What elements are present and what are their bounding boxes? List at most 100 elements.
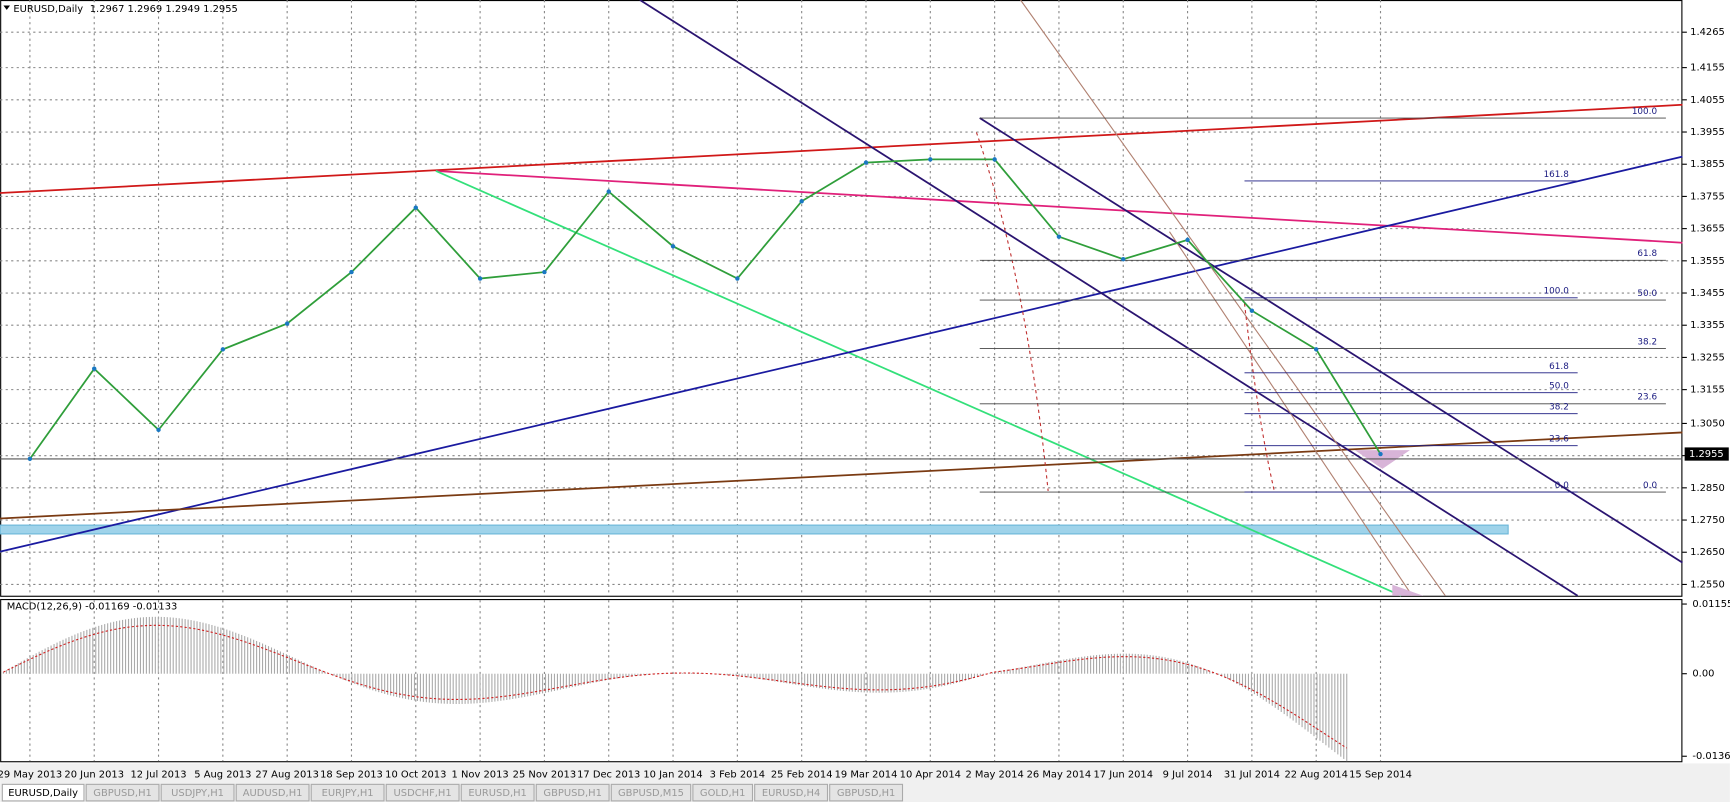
price-point <box>863 160 869 165</box>
fib-label: 38.2 <box>1637 337 1657 347</box>
x-tick-label: 15 Sep 2014 <box>1349 769 1412 780</box>
y-tick-label: 1.3755 <box>1690 191 1725 202</box>
y-tick-label: 1.3455 <box>1690 288 1725 299</box>
y-tick-label: 1.3155 <box>1690 385 1725 396</box>
channel-line <box>1020 0 1446 597</box>
fib-label: 100.0 <box>1632 107 1658 117</box>
macd-tick-label: 0.01155 <box>1692 599 1730 610</box>
macd-tick-label: -0.01368 <box>1692 751 1730 762</box>
price-point <box>1185 237 1190 243</box>
y-tick-label: 1.2750 <box>1690 515 1725 526</box>
tab-label[interactable]: AUDUSD,H1 <box>243 788 303 799</box>
x-tick-label: 31 Jul 2014 <box>1224 769 1280 780</box>
tab[interactable] <box>829 783 904 802</box>
tab[interactable] <box>610 783 692 802</box>
price-point <box>284 321 290 326</box>
channel-line <box>639 0 1579 597</box>
y-tick-label: 1.3655 <box>1690 224 1725 235</box>
price-point <box>1378 451 1383 457</box>
main-frame <box>0 0 1683 597</box>
x-tick-label: 29 May 2013 <box>0 769 62 780</box>
x-tick-label: 25 Feb 2014 <box>771 769 833 780</box>
macd-tick-label: 0.00 <box>1692 669 1714 680</box>
x-tick-label: 17 Jun 2014 <box>1093 769 1153 780</box>
x-tick-label: 22 Aug 2014 <box>1284 769 1347 780</box>
price-line <box>29 158 1382 460</box>
tab[interactable] <box>535 783 610 802</box>
arc <box>1243 303 1275 492</box>
y-tick-label: 1.4055 <box>1690 95 1725 106</box>
x-tick-label: 5 Aug 2013 <box>194 769 251 780</box>
y-tick-label: 1.3855 <box>1690 159 1725 170</box>
symbol: EURUSD,Daily <box>13 4 83 15</box>
fib-label: 161.8 <box>1544 170 1569 180</box>
price-label: 1.2955 <box>1689 449 1724 460</box>
tab[interactable] <box>310 783 385 802</box>
price-point <box>928 157 933 162</box>
price-point <box>670 244 676 249</box>
trendline <box>0 431 1683 520</box>
x-tick-label: 1 Nov 2013 <box>452 769 509 780</box>
macd-signal <box>3 624 1348 749</box>
fib-label: 50.0 <box>1549 382 1569 392</box>
tab-label[interactable]: EURUSD,H4 <box>762 788 820 799</box>
plot <box>2 157 1383 762</box>
tab-label[interactable]: EURUSD,H1 <box>468 788 526 799</box>
tab-label[interactable]: GBPUSD,H1 <box>93 788 152 799</box>
price-point <box>477 276 483 281</box>
tab-label[interactable]: GBPUSD,M15 <box>618 788 684 799</box>
fib-label: 0.0 <box>1555 481 1569 491</box>
x-tick-label: 25 Nov 2013 <box>513 769 576 780</box>
y-tick-label: 1.3555 <box>1690 256 1725 267</box>
x-tick-label: 20 Jun 2013 <box>64 769 124 780</box>
menu-arrow <box>3 5 11 10</box>
tab[interactable] <box>160 783 235 802</box>
price-point <box>1313 347 1319 352</box>
tabs: EURUSD,Daily GBPUSD,H1 USDJPY,H1 AUDUSD,H1 E… <box>1 783 904 802</box>
tab-label[interactable]: GBPUSD,H1 <box>543 788 602 799</box>
x-tick-label: 26 May 2014 <box>1027 769 1092 780</box>
tab[interactable] <box>754 783 829 802</box>
y-tick-label: 1.4155 <box>1690 63 1725 74</box>
price-point <box>992 157 997 162</box>
fib-label: 50.0 <box>1637 289 1657 299</box>
fib-label: 0.0 <box>1643 481 1657 491</box>
tab-label[interactable]: USDCHF,H1 <box>394 788 452 799</box>
macd-frame <box>0 599 1683 763</box>
x-tick-label: 27 Aug 2013 <box>255 769 318 780</box>
y-tick-label: 1.3050 <box>1690 418 1725 429</box>
fib-label: 100.0 <box>1544 287 1570 297</box>
price-point <box>27 456 33 462</box>
x-tick-label: 10 Apr 2014 <box>900 769 961 780</box>
trendline <box>435 170 1683 244</box>
price-point <box>799 199 804 204</box>
price-point <box>1056 234 1062 239</box>
x-tick-label: 2 May 2014 <box>965 769 1023 780</box>
arc <box>975 132 1049 491</box>
x-tick-label: 10 Oct 2013 <box>385 769 446 780</box>
trendline <box>0 103 1683 194</box>
tab[interactable] <box>385 783 460 802</box>
tab-label[interactable]: GBPUSD,H1 <box>837 788 896 799</box>
y-tick-label: 1.2650 <box>1690 547 1725 558</box>
x-tick-label: 3 Feb 2014 <box>710 769 765 780</box>
tab[interactable] <box>460 783 535 802</box>
fib-label: 38.2 <box>1549 403 1569 413</box>
tab[interactable] <box>85 783 160 802</box>
price-point <box>92 366 97 371</box>
x-tick-label: 12 Jul 2013 <box>130 769 186 780</box>
tab[interactable] <box>1 783 85 802</box>
price-box <box>1684 447 1729 461</box>
tab-label[interactable]: USDJPY,H1 <box>171 788 224 799</box>
tab[interactable] <box>235 783 310 802</box>
macd-title: MACD(12,26,9) -0.01169 -0.01133 <box>7 602 178 613</box>
tab-label[interactable]: EURUSD,Daily <box>8 788 78 799</box>
tab-label[interactable]: EURJPY,H1 <box>322 788 374 799</box>
y-tick-label: 1.3255 <box>1690 352 1725 363</box>
tab-label[interactable]: GOLD,H1 <box>700 788 746 799</box>
tab[interactable] <box>692 783 754 802</box>
fib-label: 23.6 <box>1549 435 1569 445</box>
x-tick-label: 18 Sep 2013 <box>320 769 383 780</box>
support-zone <box>0 524 1509 535</box>
